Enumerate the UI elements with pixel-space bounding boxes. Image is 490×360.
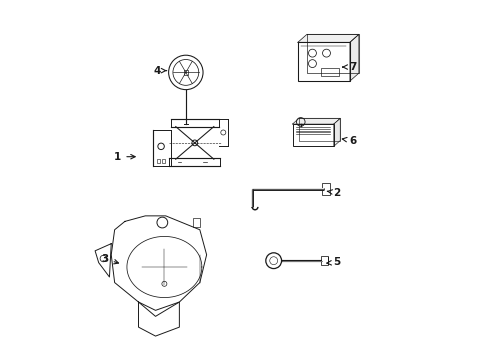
- Text: 6: 6: [343, 136, 356, 145]
- Text: 7: 7: [343, 62, 356, 72]
- Bar: [162, 159, 165, 163]
- Bar: [320, 256, 328, 265]
- Polygon shape: [307, 35, 359, 73]
- Text: 3: 3: [101, 254, 119, 264]
- Polygon shape: [293, 118, 340, 124]
- Polygon shape: [334, 118, 340, 146]
- Bar: [322, 183, 330, 195]
- Bar: [157, 159, 160, 163]
- Polygon shape: [299, 118, 340, 140]
- Text: 5: 5: [327, 257, 340, 267]
- Bar: [321, 68, 340, 76]
- Text: 1: 1: [114, 152, 135, 162]
- Bar: [293, 124, 334, 146]
- Polygon shape: [298, 35, 359, 42]
- Polygon shape: [350, 35, 359, 81]
- Text: 2: 2: [327, 188, 340, 198]
- Bar: [298, 42, 350, 81]
- Bar: [193, 218, 200, 227]
- Text: 4: 4: [153, 66, 167, 76]
- Bar: [184, 70, 188, 75]
